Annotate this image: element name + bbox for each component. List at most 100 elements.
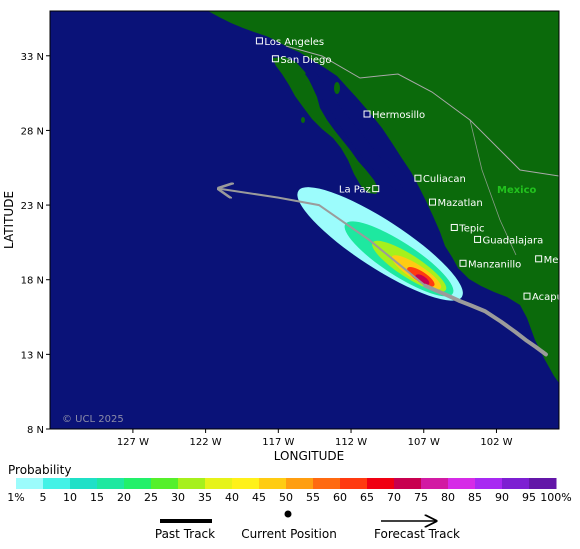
- gulf-of-california: [305, 71, 405, 193]
- city-marker: [459, 259, 467, 267]
- x-tick-label: 127 W: [117, 437, 149, 448]
- city-label: Acapulco: [532, 292, 577, 303]
- city-marker: [255, 37, 263, 45]
- x-tick-label: 112 W: [335, 437, 367, 448]
- axes: 127 W 122 W 117 W 112 W 107 W 102 W 33 N 28 N 23…: [21, 52, 513, 448]
- us-mexico-border: [285, 45, 559, 177]
- colorbar-tick-label: 95: [522, 491, 536, 504]
- probability-tick-labels: 1% 5 10 15 20 25 30 35 40 45 50 55 60 65 70 75 80 85 90 95 1…: [7, 491, 571, 504]
- colorbar-swatch-50: [286, 478, 314, 489]
- colorbar-tick-label: 1%: [7, 491, 24, 504]
- x-tick-label: 117 W: [262, 437, 294, 448]
- city-label: Manzanillo: [468, 259, 521, 270]
- colorbar-tick-label: 15: [90, 491, 104, 504]
- colorbar-swatch-90: [502, 478, 530, 489]
- colorbar-swatch-70: [394, 478, 422, 489]
- colorbar-tick-label: 30: [171, 491, 185, 504]
- colorbar-swatch-95: [529, 478, 557, 489]
- city-marker: [414, 174, 422, 182]
- city-marker: [428, 198, 436, 206]
- colorbar-tick-label: 100%: [540, 491, 571, 504]
- colorbar-tick-label: 90: [495, 491, 509, 504]
- past-track-key-label: Past Track: [155, 527, 215, 541]
- city-marker: [450, 223, 458, 231]
- colorbar-swatch-25: [151, 478, 179, 489]
- colorbar-swatch-75: [421, 478, 449, 489]
- colorbar-swatch-35: [205, 478, 233, 489]
- colorbar-swatch-40: [232, 478, 260, 489]
- legend-title: Probability: [8, 463, 71, 477]
- city-label: San Diego: [280, 55, 331, 66]
- current-position-key-label: Current Position: [241, 527, 337, 541]
- y-tick-label: 13 N: [21, 350, 44, 361]
- colorbar-tick-label: 65: [360, 491, 374, 504]
- colorbar-tick-label: 80: [441, 491, 455, 504]
- colorbar-tick-label: 35: [198, 491, 212, 504]
- forecast-track-key-label: Forecast Track: [374, 527, 460, 541]
- y-axis-title: LATITUDE: [2, 191, 16, 249]
- city-label: Mazatlan: [437, 198, 482, 209]
- colorbar-swatch-20: [124, 478, 152, 489]
- country-label: Mexico: [497, 185, 537, 196]
- baja-california: [272, 57, 379, 194]
- copyright-label: © UCL 2025: [62, 414, 124, 425]
- colorbar-swatch-45: [259, 478, 287, 489]
- colorbar-swatch-85: [475, 478, 503, 489]
- colorbar-swatch-60: [340, 478, 368, 489]
- y-tick-label: 23 N: [21, 201, 44, 212]
- colorbar-swatch-5: [43, 478, 71, 489]
- x-tick-label: 122 W: [190, 437, 222, 448]
- colorbar-tick-label: 5: [40, 491, 47, 504]
- y-tick-label: 33 N: [21, 52, 44, 63]
- x-tick-label: 107 W: [408, 437, 440, 448]
- city-label: Mexico City: [544, 255, 580, 266]
- colorbar-swatch-65: [367, 478, 395, 489]
- map-panel: Los Angeles San Diego Hermosillo Culiacan La…: [49, 10, 580, 430]
- city-label: Culiacan: [423, 174, 466, 185]
- past-track-line: [423, 283, 548, 357]
- track-layer: [219, 189, 548, 357]
- colorbar-tick-label: 70: [387, 491, 401, 504]
- city-marker: [271, 55, 279, 63]
- colorbar-swatch-55: [313, 478, 341, 489]
- colorbar-tick-label: 40: [225, 491, 239, 504]
- city-marker: [535, 255, 543, 263]
- city-marker: [523, 292, 531, 300]
- forecast-track-line: [219, 189, 426, 287]
- y-tick-label: 8 N: [27, 425, 44, 436]
- island: [334, 82, 340, 94]
- state-border: [469, 119, 517, 256]
- mainland-mexico-us: [208, 11, 559, 383]
- colorbar-tick-label: 10: [63, 491, 77, 504]
- probability-contour-70: [415, 274, 430, 286]
- x-tick-label: 102 W: [480, 437, 512, 448]
- colorbar-swatch-10: [70, 478, 98, 489]
- colorbar-tick-label: 20: [117, 491, 131, 504]
- track-key: Past Track Current Position Forecast Tra…: [155, 510, 460, 541]
- y-tick-label: 18 N: [21, 276, 44, 287]
- probability-swath: [297, 187, 463, 301]
- city-marker: [363, 110, 371, 118]
- island: [301, 117, 305, 123]
- city-marker: [372, 185, 380, 193]
- colorbar-tick-label: 45: [252, 491, 266, 504]
- city-label: La Paz: [339, 185, 371, 196]
- colorbar-tick-label: 25: [144, 491, 158, 504]
- colorbar-swatch-80: [448, 478, 476, 489]
- city-label: Hermosillo: [372, 110, 425, 121]
- city-label: Guadalajara: [483, 235, 544, 246]
- colorbar-swatch-30: [178, 478, 206, 489]
- city-label: Tepic: [458, 223, 484, 234]
- colorbar-swatch-15: [97, 478, 125, 489]
- probability-colorbar: [16, 478, 557, 489]
- city-label: Los Angeles: [264, 37, 324, 48]
- city-layer: Los Angeles San Diego Hermosillo Culiacan La…: [255, 37, 580, 303]
- colorbar-swatch-1: [16, 478, 44, 489]
- x-axis-title: LONGITUDE: [274, 449, 344, 463]
- colorbar-tick-label: 55: [306, 491, 320, 504]
- colorbar-tick-label: 50: [279, 491, 293, 504]
- land-layer: [208, 11, 559, 383]
- colorbar-tick-label: 75: [414, 491, 428, 504]
- colorbar-tick-label: 60: [333, 491, 347, 504]
